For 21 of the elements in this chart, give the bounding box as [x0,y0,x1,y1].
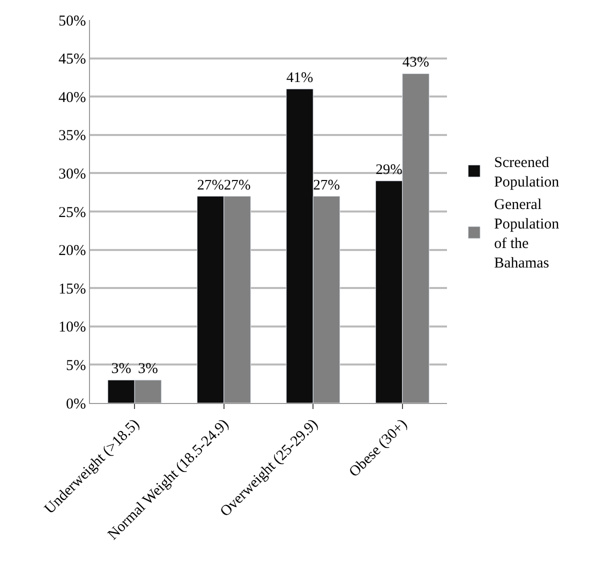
y-tick-label: 5% [66,358,86,374]
legend-label: Screened Population [494,155,560,191]
data-label: 27% [197,177,224,194]
y-tick-label: 35% [58,128,86,144]
y-tick-label: 25% [58,204,86,221]
y-tick-label: 20% [58,243,86,260]
data-label: 27% [224,177,251,194]
y-tick-label: 15% [58,281,86,298]
legend-label: General Population of the Bahamas [494,197,560,272]
y-tick-label: 10% [58,320,86,336]
y-tick-label: 30% [58,166,86,182]
y-tick-label: 45% [58,52,86,68]
y-tick-label: 40% [58,90,86,106]
data-label: 43% [402,54,430,71]
y-tick-label: 0% [66,396,86,412]
data-label: 3% [138,361,158,378]
data-label: 27% [313,177,340,194]
data-label: 3% [111,361,132,378]
data-label: 29% [376,162,402,178]
y-tick-label: 50% [58,13,86,30]
data-label: 41% [286,70,314,86]
